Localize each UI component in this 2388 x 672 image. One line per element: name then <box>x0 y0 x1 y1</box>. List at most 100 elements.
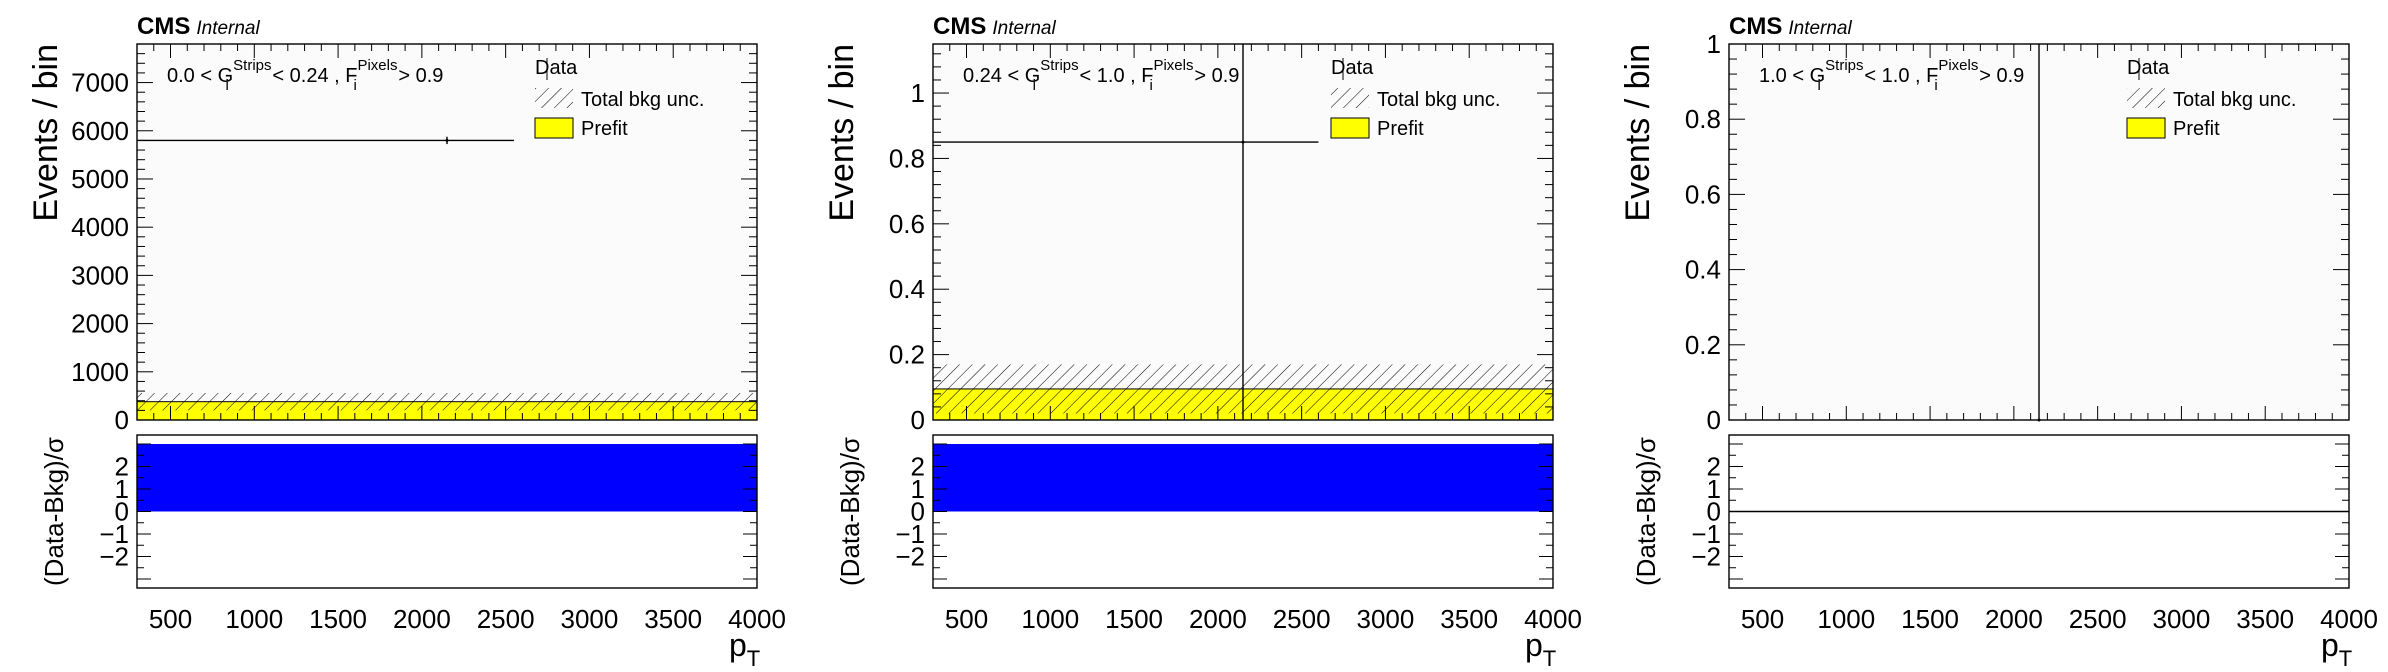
data-point <box>1241 140 1245 144</box>
region-label-part: i <box>226 77 229 94</box>
y-tick-label: 0.4 <box>889 274 925 304</box>
region-label-part: i <box>1033 77 1036 94</box>
x-tick-label: 1500 <box>1105 604 1163 634</box>
y-tick-label: 0.8 <box>1685 104 1721 134</box>
region-label-part: i <box>1934 77 1937 94</box>
x-tick-label: 2000 <box>1189 604 1247 634</box>
ratio-tick-label: −1 <box>895 519 925 549</box>
region-label-part: < 1.0 , F <box>1859 65 1938 87</box>
x-tick-label: 2000 <box>1985 604 2043 634</box>
ratio-tick-label: 0 <box>1707 497 1721 527</box>
region-label-part: < 1.0 , F <box>1074 65 1153 87</box>
cms-tag: Internal <box>1788 18 1852 39</box>
x-tick-label: 4000 <box>1524 604 1582 634</box>
legend-prefit-label: Prefit <box>581 118 628 140</box>
x-tick-label: 3000 <box>2153 604 2211 634</box>
cms-label: CMS Internal <box>137 13 260 40</box>
y-tick-label: 0 <box>1707 405 1721 435</box>
cms-label: CMS Internal <box>933 13 1056 40</box>
region-label-part: 0.24 < G <box>963 65 1040 87</box>
panel-3: 0 0.2 0.4 0.6 0.8 1 Events / bin CMS Internal 1.0… <box>1619 13 2378 671</box>
ratio-tick-label: 0 <box>115 497 129 527</box>
x-tick-label: 500 <box>945 604 988 634</box>
ratio-tick-label: 2 <box>115 452 129 482</box>
region-label-part: > 0.9 <box>1189 65 1240 87</box>
x-tick-label: 3500 <box>2236 604 2294 634</box>
legend-unc-label: Total bkg unc. <box>2173 89 2296 111</box>
y-tick-label: 0.6 <box>889 209 925 239</box>
x-axis-title-main: p <box>1525 627 1543 663</box>
ratio-tick-label: −2 <box>99 542 129 572</box>
main-frame <box>136 43 758 421</box>
cms-label: CMS Internal <box>1729 13 1852 40</box>
legend-unc-label: Total bkg unc. <box>1377 89 1500 111</box>
region-label: 0.0 < GStrips i < 0.24 , FPixels i > 0.9 <box>167 57 443 94</box>
ratio-tick-label: −1 <box>99 519 129 549</box>
legend-data-label: Data <box>535 57 578 79</box>
ratio-bar <box>137 444 757 512</box>
region-label-part: > 0.9 <box>1974 65 2025 87</box>
x-tick-label: 1500 <box>1901 604 1959 634</box>
panel-2: 0 0.2 0.4 0.6 0.8 1 Events / bin CMS Internal 0.2… <box>823 13 1582 671</box>
main-plot-area <box>137 44 757 420</box>
x-tick-label: 500 <box>1741 604 1784 634</box>
y-tick-label: 5000 <box>71 164 129 194</box>
x-tick-label: 2500 <box>1273 604 1331 634</box>
region-label-part: Pixels <box>1153 57 1193 74</box>
region-label-part: i <box>1149 77 1152 94</box>
legend-data-label: Data <box>2127 57 2170 79</box>
cms-experiment: CMS <box>933 13 986 40</box>
ratio-axis-title: (Data-Bkg)/σ <box>39 437 69 586</box>
x-tick-label: 2500 <box>2069 604 2127 634</box>
y-tick-label: 0.2 <box>1685 330 1721 360</box>
cms-experiment: CMS <box>137 13 190 40</box>
y-tick-label: 4000 <box>71 212 129 242</box>
x-tick-label: 1000 <box>1021 604 1079 634</box>
region-label-part: i <box>1818 77 1821 94</box>
ratio-tick-label: 1 <box>911 474 925 504</box>
x-tick-label: 2500 <box>477 604 535 634</box>
cms-experiment: CMS <box>1729 13 1782 40</box>
ratio-bar <box>933 444 1553 512</box>
region-label-part: 1.0 < G <box>1759 65 1825 87</box>
region-label-part: Strips <box>1825 57 1863 74</box>
y-tick-label: 2000 <box>71 309 129 339</box>
legend-prefit-swatch <box>534 117 574 139</box>
legend-prefit-label: Prefit <box>1377 118 1424 140</box>
x-tick-label: 3500 <box>644 604 702 634</box>
y-tick-label: 0.2 <box>889 340 925 370</box>
y-tick-label: 0.6 <box>1685 179 1721 209</box>
ratio-tick-label: −2 <box>1691 542 1721 572</box>
cms-tag: Internal <box>992 18 1056 39</box>
y-tick-label: 7000 <box>71 68 129 98</box>
ratio-tick-label: 2 <box>1707 452 1721 482</box>
ratio-axis-title: (Data-Bkg)/σ <box>835 437 865 586</box>
y-tick-label: 0.8 <box>889 143 925 173</box>
legend-prefit-swatch <box>2126 117 2166 139</box>
x-axis-title-sub: T <box>1543 646 1556 671</box>
region-label-part: Strips <box>1040 57 1078 74</box>
legend-unc-label: Total bkg unc. <box>581 89 704 111</box>
legend-prefit-label: Prefit <box>2173 118 2220 140</box>
ratio-tick-label: 1 <box>1707 474 1721 504</box>
y-axis-title: Events / bin <box>823 44 861 222</box>
x-tick-label: 1000 <box>1817 604 1875 634</box>
x-axis-title: pT <box>1525 627 1556 671</box>
x-axis-title: pT <box>729 627 760 671</box>
legend-unc-swatch <box>1331 88 1369 108</box>
y-tick-label: 0 <box>911 405 925 435</box>
y-tick-label: 6000 <box>71 116 129 146</box>
x-tick-label: 500 <box>149 604 192 634</box>
main-frame <box>932 43 1554 421</box>
legend-unc-swatch <box>535 88 573 108</box>
region-label-part: Pixels <box>357 57 397 74</box>
x-tick-label: 3500 <box>1440 604 1498 634</box>
x-tick-label: 3000 <box>561 604 619 634</box>
region-label-part: Strips <box>233 57 271 74</box>
region-label: 0.24 < GStrips i < 1.0 , FPixels i > 0.9 <box>963 57 1239 94</box>
ratio-tick-label: −2 <box>895 542 925 572</box>
legend-prefit-swatch <box>1330 117 1370 139</box>
x-axis-title: pT <box>2321 627 2352 671</box>
